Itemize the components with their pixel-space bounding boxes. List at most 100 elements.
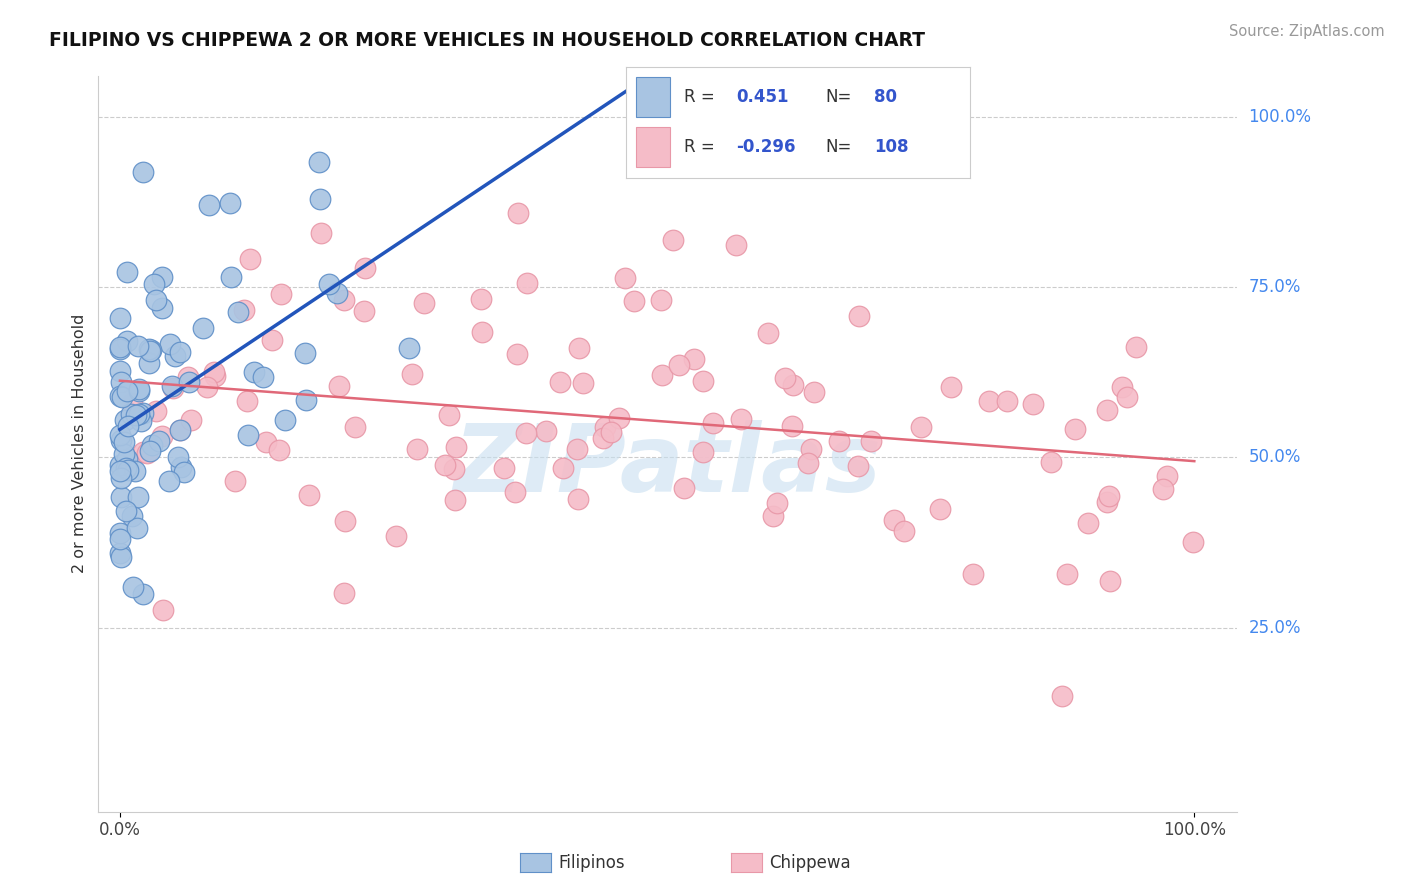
Point	[1040, 455, 1063, 469]
Point	[202, 365, 225, 379]
Point	[138, 356, 160, 370]
Point	[600, 425, 623, 439]
Point	[444, 440, 467, 454]
Y-axis label: 2 or more Vehicles in Household: 2 or more Vehicles in Household	[72, 314, 87, 574]
Text: 0.451: 0.451	[735, 88, 789, 106]
Text: N=: N=	[825, 138, 852, 156]
Point	[128, 384, 150, 398]
Point	[141, 438, 163, 452]
Point	[470, 292, 492, 306]
Point	[385, 528, 408, 542]
Point	[138, 443, 160, 458]
Point	[128, 408, 150, 422]
Point	[138, 342, 160, 356]
Point	[131, 414, 153, 428]
Point	[508, 206, 530, 220]
Point	[150, 429, 173, 443]
Text: Source: ZipAtlas.com: Source: ZipAtlas.com	[1229, 24, 1385, 39]
Text: FILIPINO VS CHIPPEWA 2 OR MORE VEHICLES IN HOUSEHOLD CORRELATION CHART: FILIPINO VS CHIPPEWA 2 OR MORE VEHICLES …	[49, 31, 925, 50]
Point	[128, 383, 150, 397]
Point	[551, 461, 574, 475]
Point	[132, 165, 155, 179]
Point	[318, 277, 340, 291]
Point	[110, 364, 132, 378]
Point	[139, 343, 162, 358]
Point	[607, 411, 630, 425]
Point	[401, 368, 423, 382]
Text: Chippewa: Chippewa	[769, 854, 851, 871]
Point	[328, 378, 350, 392]
Point	[117, 418, 139, 433]
Point	[169, 423, 191, 437]
Text: N=: N=	[825, 88, 852, 106]
Point	[333, 586, 356, 600]
Point	[827, 434, 849, 448]
Point	[443, 493, 465, 508]
Point	[150, 301, 173, 315]
Point	[309, 226, 332, 240]
Point	[108, 343, 131, 357]
Point	[568, 341, 591, 355]
Point	[162, 381, 184, 395]
Point	[730, 411, 752, 425]
Point	[111, 390, 134, 404]
Point	[252, 369, 274, 384]
Point	[437, 408, 460, 422]
Point	[204, 368, 226, 383]
Point	[260, 333, 283, 347]
Point	[614, 270, 637, 285]
Point	[796, 456, 818, 470]
Point	[702, 417, 724, 431]
Point	[108, 546, 131, 560]
Point	[125, 521, 148, 535]
Point	[238, 428, 260, 442]
Point	[132, 445, 155, 459]
Point	[503, 484, 526, 499]
Point	[195, 380, 218, 394]
Point	[1050, 689, 1073, 703]
Point	[121, 509, 143, 524]
Point	[152, 270, 174, 285]
Point	[800, 442, 823, 456]
Point	[354, 261, 377, 276]
Point	[651, 368, 673, 382]
Point	[928, 502, 950, 516]
Point	[108, 340, 131, 354]
Point	[108, 428, 131, 442]
Point	[1152, 482, 1174, 496]
Point	[173, 465, 195, 479]
Point	[516, 276, 538, 290]
Point	[125, 408, 148, 422]
Bar	[636, 77, 671, 117]
Point	[683, 352, 706, 367]
Point	[243, 365, 266, 379]
Point	[226, 305, 249, 319]
Point	[353, 303, 375, 318]
Point	[273, 413, 295, 427]
Text: 100.0%: 100.0%	[1249, 108, 1312, 126]
Point	[157, 474, 180, 488]
Point	[132, 406, 155, 420]
Point	[1099, 574, 1122, 589]
Point	[177, 375, 200, 389]
Point	[939, 380, 962, 394]
Point	[673, 481, 696, 495]
Point	[112, 447, 135, 461]
Point	[294, 392, 316, 407]
Point	[1095, 495, 1118, 509]
Point	[219, 269, 242, 284]
Point	[124, 464, 146, 478]
Point	[236, 393, 259, 408]
Point	[567, 442, 589, 457]
Text: R =: R =	[685, 88, 716, 106]
Point	[782, 377, 804, 392]
Point	[692, 374, 714, 388]
Point	[110, 490, 132, 504]
Point	[326, 285, 349, 300]
Point	[170, 460, 193, 475]
Point	[163, 349, 186, 363]
Point	[548, 376, 571, 390]
Point	[233, 303, 256, 318]
Point	[593, 420, 616, 434]
Point	[110, 434, 132, 448]
